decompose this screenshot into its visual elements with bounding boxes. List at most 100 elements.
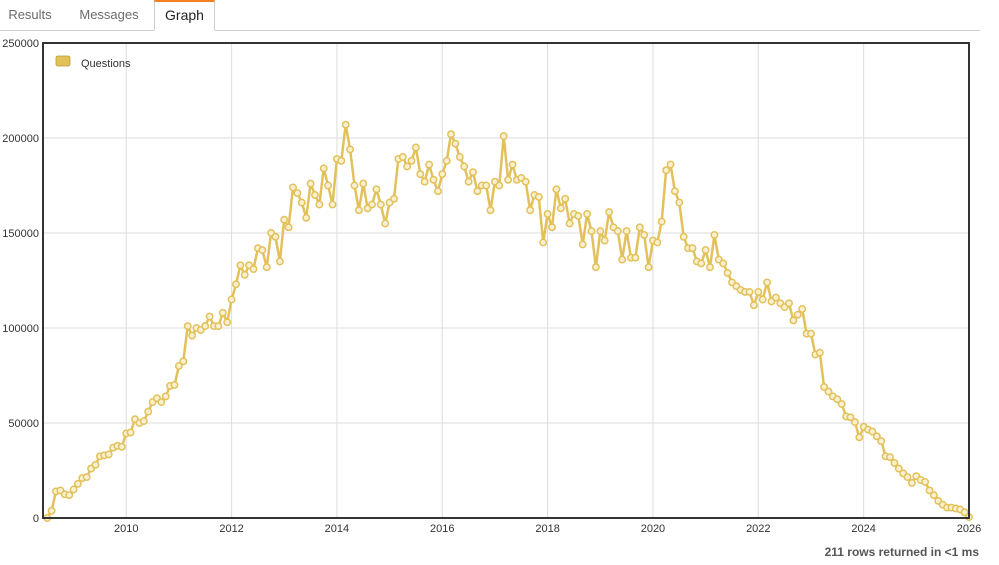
data-point bbox=[640, 230, 649, 239]
data-point bbox=[907, 478, 916, 487]
data-point bbox=[328, 200, 337, 209]
data-point bbox=[837, 400, 846, 408]
data-point bbox=[232, 280, 240, 289]
data-point bbox=[271, 232, 280, 241]
data-point bbox=[631, 253, 640, 262]
data-point bbox=[670, 187, 679, 196]
data-point bbox=[925, 486, 934, 495]
data-point bbox=[499, 132, 508, 141]
y-tick-label: 50000 bbox=[8, 418, 39, 430]
data-point bbox=[223, 318, 232, 327]
data-point bbox=[596, 227, 605, 236]
data-point bbox=[653, 238, 662, 247]
data-point bbox=[447, 130, 455, 139]
data-point bbox=[381, 219, 390, 228]
data-point bbox=[144, 407, 153, 416]
data-point bbox=[807, 329, 815, 338]
data-point bbox=[126, 428, 135, 437]
data-point bbox=[504, 175, 513, 184]
data-point bbox=[346, 145, 355, 154]
data-point bbox=[548, 223, 556, 232]
data-point bbox=[302, 213, 311, 222]
data-point bbox=[214, 322, 223, 331]
data-point bbox=[293, 189, 302, 198]
data-point bbox=[635, 223, 644, 232]
data-point bbox=[311, 191, 319, 199]
data-point bbox=[886, 453, 894, 462]
data-point bbox=[613, 227, 622, 236]
chart-grid bbox=[43, 42, 970, 519]
data-point bbox=[429, 175, 438, 184]
x-tick-label: 2016 bbox=[430, 523, 454, 535]
data-point bbox=[289, 183, 297, 192]
data-point bbox=[433, 187, 442, 196]
data-point bbox=[793, 310, 802, 319]
tab-results[interactable]: Results bbox=[8, 7, 52, 22]
data-point bbox=[139, 417, 148, 426]
x-tick-label: 2022 bbox=[746, 523, 770, 535]
data-point bbox=[249, 265, 258, 274]
x-tick-label: 2026 bbox=[957, 523, 981, 535]
data-point bbox=[846, 413, 855, 422]
x-tick-label: 2024 bbox=[851, 523, 875, 535]
data-point bbox=[372, 185, 381, 194]
data-point bbox=[890, 458, 899, 467]
legend: Questions bbox=[55, 55, 131, 70]
data-point bbox=[561, 194, 570, 203]
status-text: 211 rows returned in <1 ms bbox=[824, 545, 979, 559]
data-point bbox=[258, 246, 267, 255]
data-point bbox=[583, 210, 592, 218]
data-point bbox=[534, 192, 543, 201]
data-point bbox=[789, 316, 798, 325]
data-point bbox=[798, 305, 807, 313]
x-tick-label: 2012 bbox=[219, 523, 243, 535]
data-point bbox=[240, 270, 249, 279]
data-point bbox=[482, 181, 491, 190]
data-point bbox=[815, 348, 824, 357]
data-point bbox=[205, 312, 214, 321]
data-point bbox=[275, 257, 284, 266]
data-point bbox=[785, 299, 793, 308]
data-point bbox=[104, 450, 113, 459]
data-point bbox=[174, 362, 183, 370]
data-point bbox=[82, 473, 91, 482]
data-point bbox=[675, 198, 684, 207]
data-point bbox=[236, 261, 245, 270]
data-point bbox=[460, 162, 469, 171]
data-point bbox=[578, 240, 587, 249]
data-point bbox=[284, 223, 293, 232]
data-point bbox=[188, 331, 197, 340]
data-point bbox=[438, 170, 447, 179]
data-point bbox=[565, 219, 574, 228]
data-point bbox=[420, 177, 429, 186]
data-point bbox=[227, 295, 236, 304]
data-point bbox=[622, 227, 631, 236]
data-point bbox=[117, 442, 126, 451]
data-point bbox=[315, 200, 324, 209]
data-point bbox=[319, 164, 328, 173]
data-point bbox=[543, 210, 552, 218]
data-point bbox=[508, 160, 517, 169]
data-point bbox=[469, 168, 477, 177]
data-point bbox=[688, 244, 697, 253]
data-point bbox=[868, 427, 877, 436]
x-axis-ticks: 2010 2012 2014 2016 2018 2020 2022 2024 2026 bbox=[114, 523, 981, 535]
data-point bbox=[442, 156, 451, 165]
data-point bbox=[679, 232, 688, 241]
x-tick-label: 2014 bbox=[325, 523, 349, 535]
y-tick-label: 250000 bbox=[2, 38, 39, 50]
data-point bbox=[407, 156, 416, 165]
data-point bbox=[872, 432, 881, 441]
data-point bbox=[697, 259, 706, 268]
data-point bbox=[763, 278, 772, 287]
tab-messages[interactable]: Messages bbox=[79, 7, 139, 22]
data-point bbox=[451, 139, 460, 148]
y-tick-label: 150000 bbox=[2, 228, 39, 240]
tab-graph[interactable]: Graph bbox=[154, 0, 215, 31]
data-point bbox=[455, 153, 464, 161]
data-point bbox=[324, 181, 333, 190]
data-point bbox=[390, 194, 398, 203]
data-point bbox=[587, 227, 596, 236]
y-tick-label: 200000 bbox=[2, 133, 39, 145]
data-point bbox=[486, 206, 495, 215]
